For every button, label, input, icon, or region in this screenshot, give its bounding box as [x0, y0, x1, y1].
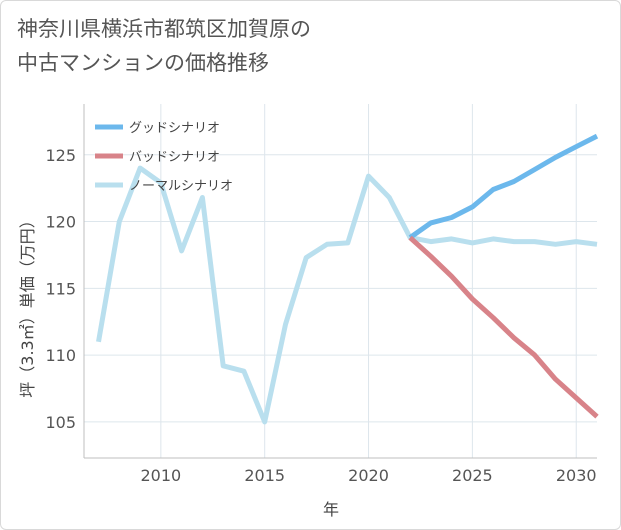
x-tick-label: 2020: [348, 466, 389, 485]
y-axis-title: 坪（3.3㎡）単価（万円）: [18, 212, 37, 398]
y-tick-label: 110: [45, 346, 76, 365]
series-lines: [96, 133, 599, 425]
y-tick-label: 105: [45, 413, 76, 432]
x-tick-label: 2030: [556, 466, 597, 485]
legend-label: バッドシナリオ: [129, 150, 220, 165]
chart-title: 神奈川県横浜市都筑区加賀原の 中古マンションの価格推移: [17, 12, 311, 80]
legend-label: ノーマルシナリオ: [129, 179, 233, 194]
x-tick-label: 2025: [452, 466, 493, 485]
legend-label: グッドシナリオ: [129, 121, 220, 136]
x-tick-label: 2015: [244, 466, 285, 485]
series-line-1: [408, 235, 599, 419]
y-tick-label: 115: [45, 279, 76, 298]
series-line-0: [408, 133, 599, 240]
chart-title-line1: 神奈川県横浜市都筑区加賀原の: [17, 17, 311, 41]
axes: [83, 104, 597, 459]
y-tick-label: 125: [45, 146, 76, 165]
series-line-2: [96, 165, 598, 425]
chart-title-line2: 中古マンションの価格推移: [17, 51, 269, 75]
x-tick-label: 2010: [140, 466, 181, 485]
tick-labels: 2010 2015 2020 2025 2030 105 110 115 120 125: [45, 146, 596, 485]
grid-lines: [84, 104, 597, 458]
y-tick-label: 120: [45, 213, 76, 232]
x-axis-title: 年: [322, 500, 340, 519]
